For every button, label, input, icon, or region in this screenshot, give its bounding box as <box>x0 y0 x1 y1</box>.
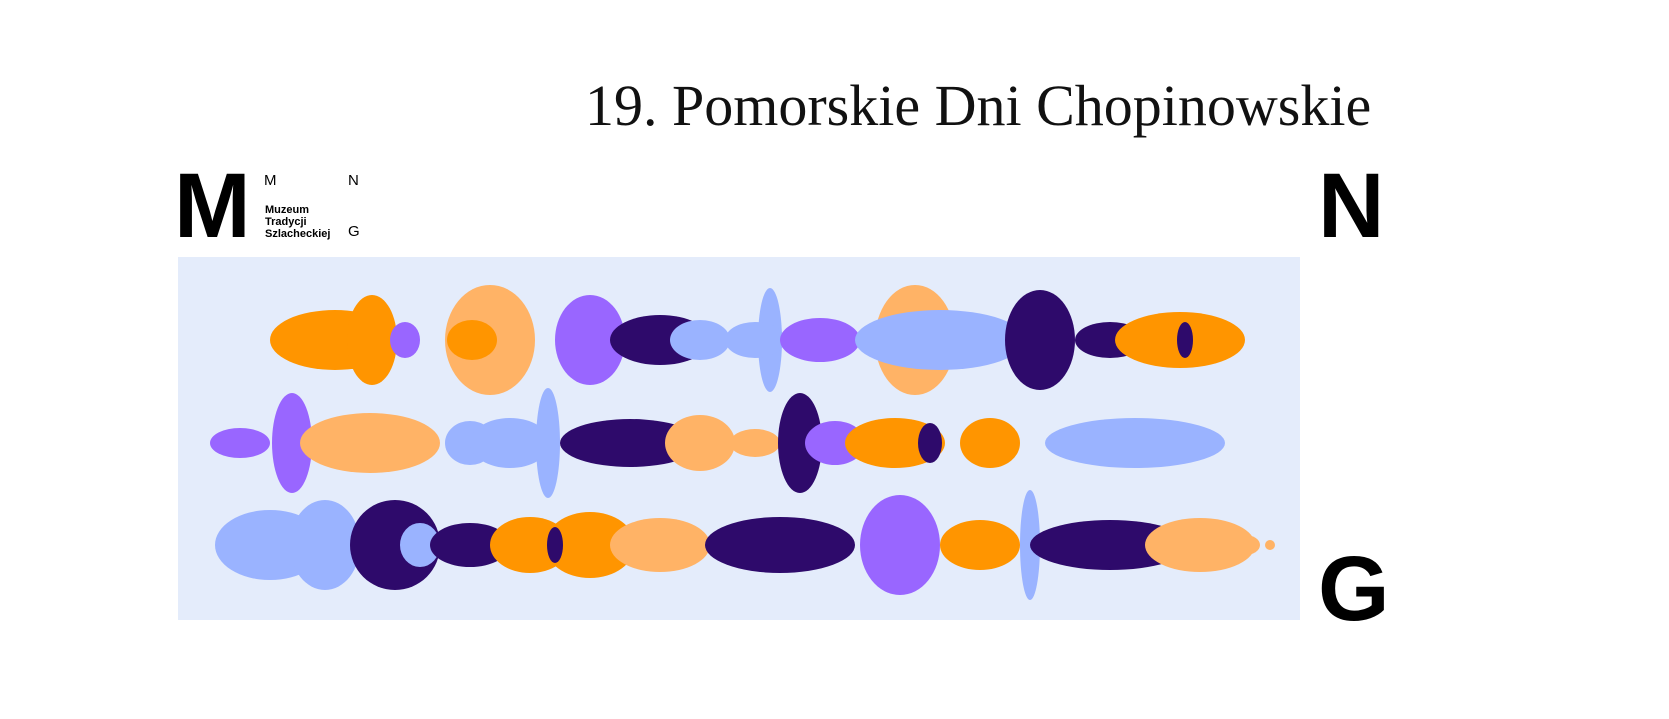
logo-letter: G <box>1318 538 1390 640</box>
logo-small-letter: M <box>264 172 277 189</box>
title: 19. Pomorskie Dni Chopinowskie <box>585 73 1371 138</box>
museum-name: Szlacheckiej <box>265 228 330 240</box>
logo-small-letter: N <box>348 172 359 189</box>
museum-name: Tradycji <box>265 216 307 228</box>
sound-waves <box>210 285 1275 600</box>
museum-name: Muzeum <box>265 204 309 216</box>
logo-small-letter: G <box>348 223 360 240</box>
logo-letter: N <box>1318 155 1384 257</box>
logo-letter: M <box>174 155 251 257</box>
